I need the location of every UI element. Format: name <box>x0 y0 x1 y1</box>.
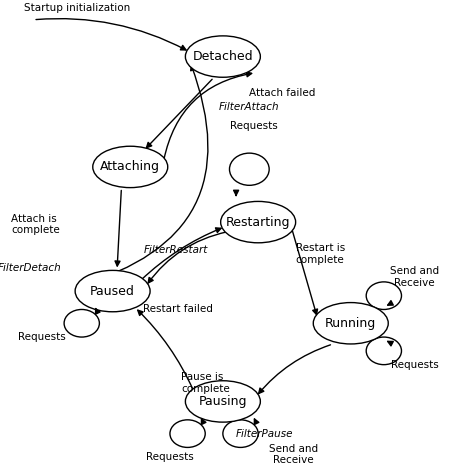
Text: Send and
Receive: Send and Receive <box>269 444 318 465</box>
Text: Requests: Requests <box>146 452 194 461</box>
Text: Restart failed: Restart failed <box>143 305 213 314</box>
Text: FilterRestart: FilterRestart <box>143 245 208 255</box>
Text: Requests: Requests <box>391 359 439 370</box>
Text: Send and
Receive: Send and Receive <box>390 266 439 288</box>
Text: Startup initialization: Startup initialization <box>24 3 131 13</box>
Text: Attaching: Attaching <box>100 161 160 174</box>
Text: Requests: Requests <box>18 332 66 342</box>
Text: Attach failed: Attach failed <box>249 88 316 98</box>
Text: Pausing: Pausing <box>199 395 247 408</box>
Text: FilterDetach: FilterDetach <box>0 263 62 273</box>
Ellipse shape <box>185 36 260 77</box>
Ellipse shape <box>93 146 168 188</box>
Text: Pause is
complete: Pause is complete <box>181 372 230 394</box>
Ellipse shape <box>221 201 295 243</box>
Text: FilterAttach: FilterAttach <box>218 102 279 112</box>
Text: Running: Running <box>325 317 376 330</box>
Text: Restarting: Restarting <box>226 216 290 228</box>
Text: FilterPause: FilterPause <box>236 429 294 439</box>
Text: Attach is
complete: Attach is complete <box>11 213 60 235</box>
Ellipse shape <box>313 303 388 344</box>
Ellipse shape <box>75 271 150 312</box>
Text: Paused: Paused <box>90 285 135 298</box>
Text: Restart is
complete: Restart is complete <box>295 243 345 265</box>
Text: Requests: Requests <box>230 121 278 131</box>
Ellipse shape <box>185 381 260 422</box>
Text: Detached: Detached <box>192 50 253 63</box>
